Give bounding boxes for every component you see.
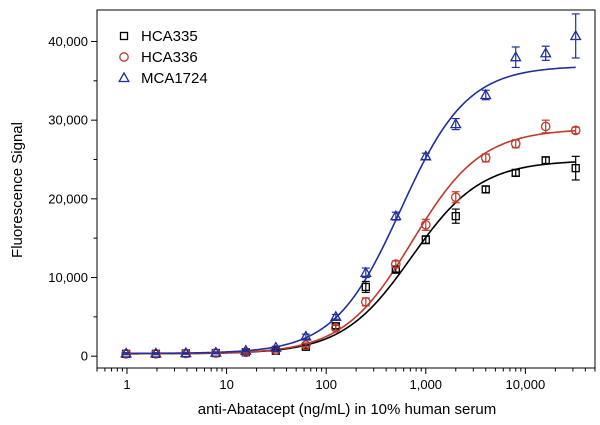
- data-point: [330, 323, 341, 333]
- y-axis-ticks: 0 10,000 20,000 30,000 40,000: [48, 34, 97, 364]
- data-markers: [120, 13, 582, 359]
- fit-curve-hca335: [126, 161, 576, 355]
- data-point: [569, 29, 582, 41]
- y-tick-label: 10,000: [48, 270, 88, 285]
- data-point: [179, 346, 192, 358]
- legend-marker-mca1724: [118, 71, 130, 83]
- data-point: [329, 310, 342, 322]
- data-point: [239, 344, 252, 355]
- data-point: [301, 340, 311, 351]
- data-point: [419, 150, 432, 161]
- data-point: [570, 125, 581, 136]
- x-axis-ticks: 1 10 100 1,000 10,000: [96, 368, 596, 392]
- data-point: [209, 346, 222, 357]
- legend-marker-hca335: [119, 31, 129, 41]
- data-point: [361, 282, 370, 292]
- y-axis-title: Fluorescence Signal: [9, 122, 26, 258]
- legend-label-hca335: HCA335: [141, 28, 198, 45]
- legend-marker-hca336: [119, 52, 129, 62]
- data-point: [449, 117, 462, 129]
- data-point: [481, 185, 490, 194]
- data-point: [299, 330, 312, 341]
- fit-curve-hca336: [126, 129, 576, 355]
- x-tick-label: 10,000: [505, 377, 545, 392]
- data-point: [479, 88, 492, 100]
- data-point: [360, 297, 371, 307]
- x-tick-label: 1: [123, 377, 130, 392]
- data-point: [390, 259, 401, 269]
- series-mca1724: [120, 13, 582, 358]
- data-point: [509, 50, 522, 62]
- x-tick-label: 1,000: [410, 377, 443, 392]
- fit-curves: [126, 66, 576, 355]
- legend-label-mca1724: MCA1724: [141, 70, 208, 87]
- data-point: [269, 341, 282, 352]
- data-point: [480, 153, 491, 163]
- legend: HCA335 HCA336 MCA1724: [118, 28, 208, 87]
- x-tick-label: 100: [315, 377, 337, 392]
- y-tick-label: 20,000: [48, 191, 88, 206]
- data-point: [541, 156, 550, 165]
- y-tick-label: 30,000: [48, 113, 88, 128]
- data-point: [359, 266, 372, 277]
- data-point: [149, 347, 162, 358]
- fit-curve-mca1724: [126, 66, 576, 355]
- data-point: [389, 209, 402, 221]
- plot-frame: [96, 9, 596, 369]
- series-hca335: [121, 155, 580, 358]
- data-point: [420, 219, 431, 230]
- data-point: [451, 211, 460, 221]
- data-point: [421, 235, 430, 244]
- data-point: [511, 168, 520, 178]
- data-point: [571, 163, 580, 173]
- legend-label-hca336: HCA336: [141, 49, 198, 66]
- series-hca336: [121, 119, 581, 359]
- data-point: [120, 347, 133, 358]
- y-tick-label: 40,000: [48, 34, 88, 49]
- x-axis-title: anti-Abatacept (ng/mL) in 10% human seru…: [198, 401, 496, 418]
- data-point: [540, 121, 551, 132]
- data-point: [450, 192, 461, 203]
- data-point: [539, 46, 552, 58]
- data-point: [510, 138, 521, 149]
- x-tick-label: 10: [219, 377, 233, 392]
- y-tick-label: 0: [81, 349, 88, 364]
